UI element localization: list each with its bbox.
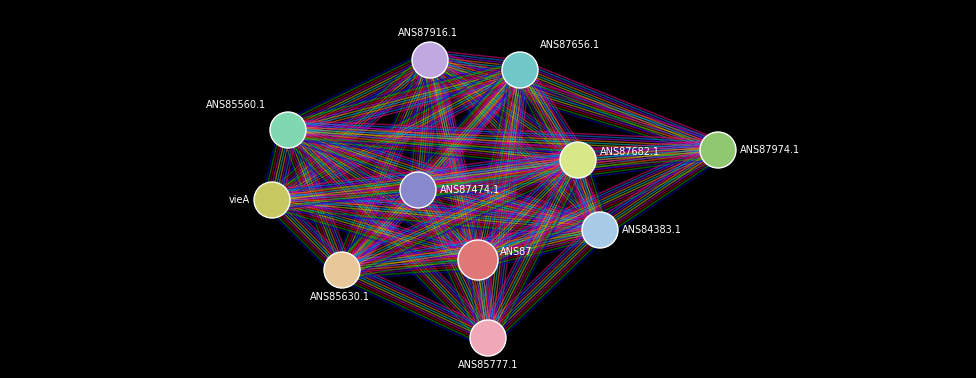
Text: ANS85777.1: ANS85777.1 bbox=[458, 360, 518, 370]
Text: ANS87974.1: ANS87974.1 bbox=[740, 145, 800, 155]
Text: ANS85560.1: ANS85560.1 bbox=[206, 100, 266, 110]
Text: ANS87: ANS87 bbox=[500, 247, 533, 257]
Text: ANS87682.1: ANS87682.1 bbox=[600, 147, 660, 157]
Text: ANS84383.1: ANS84383.1 bbox=[622, 225, 682, 235]
Text: ANS85630.1: ANS85630.1 bbox=[310, 292, 370, 302]
Text: vieA: vieA bbox=[229, 195, 250, 205]
Circle shape bbox=[560, 142, 596, 178]
Circle shape bbox=[400, 172, 436, 208]
Circle shape bbox=[470, 320, 506, 356]
Circle shape bbox=[700, 132, 736, 168]
Circle shape bbox=[324, 252, 360, 288]
Circle shape bbox=[502, 52, 538, 88]
Circle shape bbox=[270, 112, 306, 148]
Circle shape bbox=[254, 182, 290, 218]
Text: ANS87916.1: ANS87916.1 bbox=[398, 28, 458, 38]
Text: ANS87656.1: ANS87656.1 bbox=[540, 40, 600, 50]
Circle shape bbox=[412, 42, 448, 78]
Circle shape bbox=[582, 212, 618, 248]
Circle shape bbox=[458, 240, 498, 280]
Text: ANS87474.1: ANS87474.1 bbox=[440, 185, 500, 195]
